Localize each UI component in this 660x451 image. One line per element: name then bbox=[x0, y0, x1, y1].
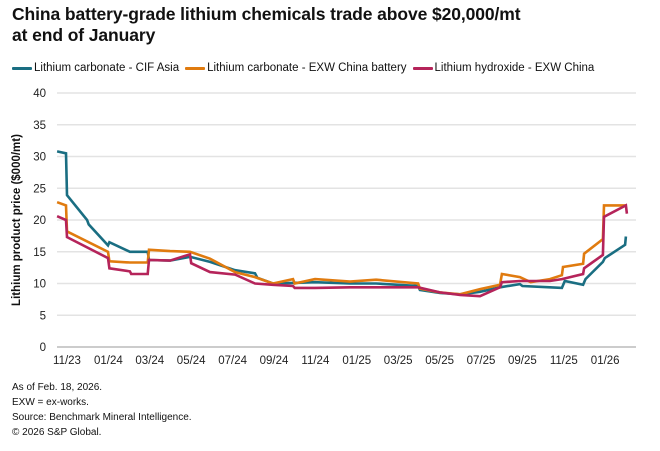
legend: Lithium carbonate - CIF Asia Lithium car… bbox=[12, 62, 600, 74]
x-tick-label: 05/25 bbox=[425, 355, 454, 367]
legend-swatch-carbonate-cif-asia bbox=[12, 66, 32, 70]
x-tick-label: 03/25 bbox=[384, 355, 413, 367]
x-tick-label: 11/25 bbox=[550, 355, 578, 367]
x-tick-label: 01/25 bbox=[342, 355, 371, 367]
chart-title-line-1: China battery-grade lithium chemicals tr… bbox=[12, 4, 521, 24]
y-tick-label: 20 bbox=[33, 215, 46, 227]
y-tick-label: 15 bbox=[33, 247, 46, 259]
x-tick-labels: 11/23 01/24 03/24 05/24 07/24 09/24 11/24 01/25… bbox=[53, 355, 620, 367]
legend-label-carbonate-cif-asia: Lithium carbonate - CIF Asia bbox=[34, 62, 180, 74]
legend-label-hydroxide-exw-china: Lithium hydroxide - EXW China bbox=[434, 62, 595, 74]
x-tick-label: 09/25 bbox=[508, 355, 537, 367]
legend-item-carbonate-exw-china: Lithium carbonate - EXW China battery bbox=[185, 62, 407, 74]
x-tick-label: 01/24 bbox=[94, 355, 123, 367]
footnotes: As of Feb. 18, 2026. EXW = ex-works. Sou… bbox=[12, 380, 192, 440]
series-line-hydroxide-exw-china bbox=[56, 203, 629, 298]
y-tick-label: 30 bbox=[33, 152, 46, 164]
series-lines bbox=[56, 150, 629, 298]
series-line-carbonate-cif-asia bbox=[56, 150, 628, 296]
x-tick-label: 01/26 bbox=[591, 355, 620, 367]
legend-swatch-hydroxide-exw-china bbox=[412, 66, 433, 70]
legend-item-carbonate-cif-asia: Lithium carbonate - CIF Asia bbox=[12, 62, 179, 74]
x-tick-label: 07/24 bbox=[218, 355, 247, 367]
y-tick-label: 10 bbox=[33, 279, 46, 291]
x-tick-label: 09/24 bbox=[260, 355, 289, 367]
y-tick-label: 0 bbox=[40, 342, 46, 354]
gridlines bbox=[57, 92, 636, 348]
y-axis-label: Lithium product price ($000/mt) bbox=[11, 134, 23, 306]
legend-swatch-carbonate-exw-china bbox=[185, 66, 206, 70]
footnote-source: Source: Benchmark Mineral Intelligence. bbox=[12, 412, 192, 423]
y-tick-label: 25 bbox=[33, 183, 46, 195]
y-tick-labels: 0 5 10 15 20 25 30 35 40 bbox=[33, 88, 46, 354]
chart-title-line-2: at end of January bbox=[12, 25, 156, 45]
footnote-copyright: © 2026 S&P Global. bbox=[12, 427, 102, 438]
x-tick-label: 07/25 bbox=[467, 355, 496, 367]
x-tick-label: 11/24 bbox=[301, 355, 330, 367]
footnote-as-of: As of Feb. 18, 2026. bbox=[12, 382, 103, 393]
chart-title: China battery-grade lithium chemicals tr… bbox=[12, 4, 652, 46]
series-line-carbonate-exw-china bbox=[56, 200, 626, 296]
x-tick-label: 11/23 bbox=[53, 355, 81, 367]
y-tick-label: 40 bbox=[33, 88, 46, 100]
footnote-exw: EXW = ex-works. bbox=[12, 397, 89, 408]
legend-label-carbonate-exw-china: Lithium carbonate - EXW China battery bbox=[207, 62, 407, 74]
legend-item-hydroxide-exw-china: Lithium hydroxide - EXW China bbox=[412, 62, 595, 74]
x-tick-label: 05/24 bbox=[177, 355, 206, 367]
y-tick-label: 35 bbox=[33, 120, 46, 132]
y-tick-label: 5 bbox=[40, 310, 46, 322]
x-tick-label: 03/24 bbox=[135, 355, 164, 367]
